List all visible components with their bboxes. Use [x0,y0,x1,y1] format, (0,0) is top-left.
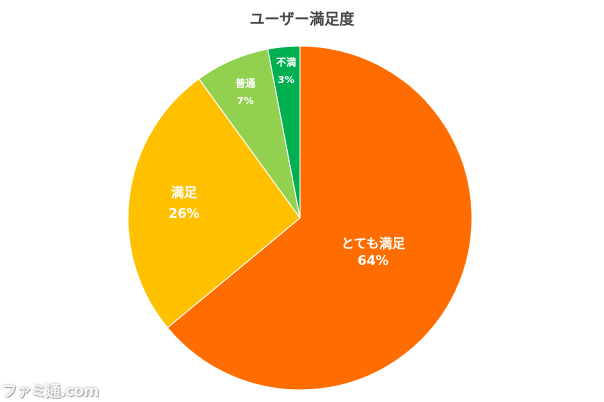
pie-slice-4 [267,45,301,219]
pie-slice-1 [166,45,473,391]
watermark-logo: ファミ通.com [2,382,99,400]
slice-value-label-1: 64% [358,254,389,269]
pie-slices [127,45,473,391]
slice-value-label-3: 7% [237,96,254,107]
pie-slice-2 [127,78,301,329]
slice-value-label-2: 26% [168,207,199,222]
pie-labels: とても満足 64% 満足 26% 普通 7% 不満 3% [168,56,406,269]
slice-value-label-4: 3% [278,75,295,86]
slice-category-label-2: 満足 [171,185,198,201]
chart-title: ユーザー満足度 [249,10,355,28]
slice-category-label-1: とても満足 [341,236,406,252]
slice-category-label-4: 不満 [276,56,296,69]
slice-category-label-3: 普通 [235,77,255,90]
